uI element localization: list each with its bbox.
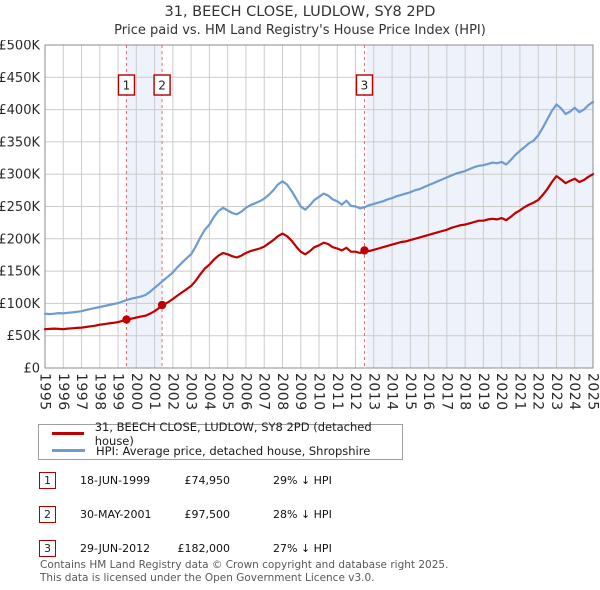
license-line-1: Contains HM Land Registry data © Crown c… xyxy=(40,559,449,571)
transaction-date: 18-JUN-1999 xyxy=(80,474,151,487)
x-axis-tick-label: 2015 xyxy=(402,373,418,411)
transaction-date: 29-JUN-2012 xyxy=(80,542,151,555)
x-axis-tick-label: 2013 xyxy=(365,373,381,411)
y-axis-tick-label: £150K xyxy=(0,265,40,280)
sale-point-dot xyxy=(360,246,369,255)
transaction-hpi-diff: 28% ↓ HPI xyxy=(273,508,332,521)
sale-point-dot xyxy=(157,300,167,310)
sale-point-dot xyxy=(122,315,131,324)
hpi-line-swatch xyxy=(52,449,85,452)
transaction-row-2: 2 30-MAY-2001 £97,500 28% ↓ HPI xyxy=(39,506,599,524)
license-note: Contains HM Land Registry data © Crown c… xyxy=(40,559,448,585)
sale-number-label: 1 xyxy=(123,79,131,93)
x-axis-tick-label: 2021 xyxy=(511,373,527,411)
transaction-marker-1: 1 xyxy=(39,472,56,489)
y-axis-tick-label: £200K xyxy=(0,232,40,247)
transaction-price: £182,000 xyxy=(177,542,231,555)
sale-number-box xyxy=(355,74,374,96)
x-axis-tick-label: 2005 xyxy=(219,373,235,411)
x-axis-tick-label: 1995 xyxy=(37,373,53,411)
x-axis-tick-label: 2001 xyxy=(146,373,162,411)
y-axis-tick-label: £400K xyxy=(0,103,40,118)
transaction-hpi-diff: 29% ↓ HPI xyxy=(273,474,332,487)
x-axis-tick-label: 2016 xyxy=(420,373,436,411)
sale-number-box xyxy=(153,74,171,96)
hpi-line xyxy=(43,100,595,316)
x-axis-tick-label: 2018 xyxy=(457,373,473,411)
transaction-row-3: 3 29-JUN-2012 £182,000 27% ↓ HPI xyxy=(39,540,599,558)
x-axis-tick-label: 2023 xyxy=(548,373,564,411)
x-axis-tick-label: 2017 xyxy=(438,373,454,411)
x-axis-tick-label: 2010 xyxy=(311,373,327,411)
x-axis-tick-label: 1997 xyxy=(73,373,89,411)
transaction-row-1: 1 18-JUN-1999 £74,950 29% ↓ HPI xyxy=(39,472,599,490)
transaction-marker-2: 2 xyxy=(39,506,56,523)
legend: 31, BEECH CLOSE, LUDLOW, SY8 2PD (detach… xyxy=(38,420,403,460)
transaction-hpi-diff: 27% ↓ HPI xyxy=(273,542,332,555)
x-axis-tick-label: 2003 xyxy=(183,373,199,411)
x-axis-tick-label: 2006 xyxy=(237,373,253,411)
sale-number-label: 3 xyxy=(361,79,369,93)
x-axis-tick-label: 2007 xyxy=(256,373,272,411)
y-axis-tick-label: £300K xyxy=(0,168,40,183)
x-axis-tick-label: 2000 xyxy=(128,373,144,411)
y-axis-tick-label: £500K xyxy=(0,40,40,54)
sale-number-label: 2 xyxy=(158,79,166,93)
y-axis-tick-label: £50K xyxy=(7,329,41,344)
x-axis-tick-label: 2022 xyxy=(530,373,546,411)
x-axis-tick-label: 2012 xyxy=(347,373,363,411)
y-axis-tick-label: £0 xyxy=(23,362,40,377)
legend-item-price-paid: 31, BEECH CLOSE, LUDLOW, SY8 2PD (detach… xyxy=(39,420,402,448)
x-axis-tick-label: 2002 xyxy=(164,373,180,411)
x-axis-tick-label: 2014 xyxy=(384,373,400,411)
transaction-price: £74,950 xyxy=(184,474,231,487)
sale-number-box xyxy=(117,74,136,96)
transaction-marker-3: 3 xyxy=(39,540,56,557)
chart-subtitle: Price paid vs. HM Land Registry's House … xyxy=(114,23,486,38)
x-axis-tick-label: 2011 xyxy=(329,373,345,411)
x-axis-tick-label: 2019 xyxy=(475,373,491,411)
x-axis-tick-label: 2009 xyxy=(292,373,308,411)
price-paid-line xyxy=(43,173,595,331)
legend-item-hpi: HPI: Average price, detached house, Shro… xyxy=(39,444,402,458)
y-axis-tick-label: £350K xyxy=(0,135,40,150)
x-axis-tick-label: 1996 xyxy=(55,373,71,411)
y-axis-tick-label: £450K xyxy=(0,71,40,86)
plot-border xyxy=(44,44,594,369)
x-axis-tick-label: 2008 xyxy=(274,373,290,411)
license-line-2: This data is licensed under the Open Gov… xyxy=(40,572,375,584)
x-axis-tick-label: 2004 xyxy=(201,373,217,411)
transaction-date: 30-MAY-2001 xyxy=(80,508,152,521)
transaction-price: £97,500 xyxy=(184,508,231,521)
x-axis-tick-label: 1998 xyxy=(91,373,107,411)
page-title: 31, BEECH CLOSE, LUDLOW, SY8 2PD xyxy=(164,4,436,20)
x-axis-tick-label: 2025 xyxy=(585,373,600,411)
price-line-swatch xyxy=(52,432,84,435)
legend-label: 31, BEECH CLOSE, LUDLOW, SY8 2PD (detach… xyxy=(94,419,372,448)
legend-label: HPI: Average price, detached house, Shro… xyxy=(96,443,371,458)
price-history-chart: £0 £50K £100K £150K £200K £250K £300K £350K £400… xyxy=(0,40,600,411)
x-axis-tick-label: 2024 xyxy=(566,373,582,411)
y-axis-tick-label: £100K xyxy=(0,297,40,312)
x-axis-tick-label: 2020 xyxy=(493,373,509,411)
x-axis-tick-label: 1999 xyxy=(110,373,126,411)
y-axis-tick-label: £250K xyxy=(0,200,40,215)
